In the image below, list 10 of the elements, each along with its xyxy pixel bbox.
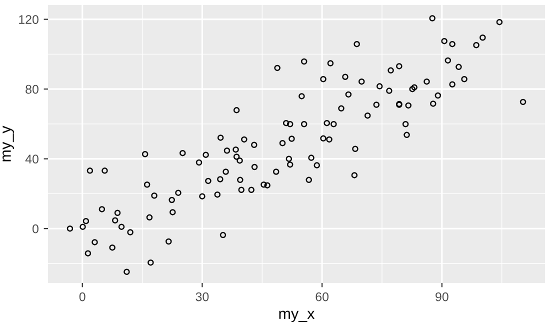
y-tick-label: 0	[32, 224, 38, 234]
y-axis-title: my_y	[2, 126, 14, 162]
x-tick-label: 60	[316, 292, 329, 302]
y-tick-label: 40	[25, 154, 38, 164]
y-tick-label: 120	[19, 15, 38, 24]
y-tick-label: 80	[26, 84, 38, 94]
x-tick-label: 0	[79, 292, 86, 302]
x-tick-label: 30	[196, 292, 209, 302]
x-tick-label: 90	[436, 292, 448, 302]
x-axis-title: my_x	[279, 310, 315, 322]
